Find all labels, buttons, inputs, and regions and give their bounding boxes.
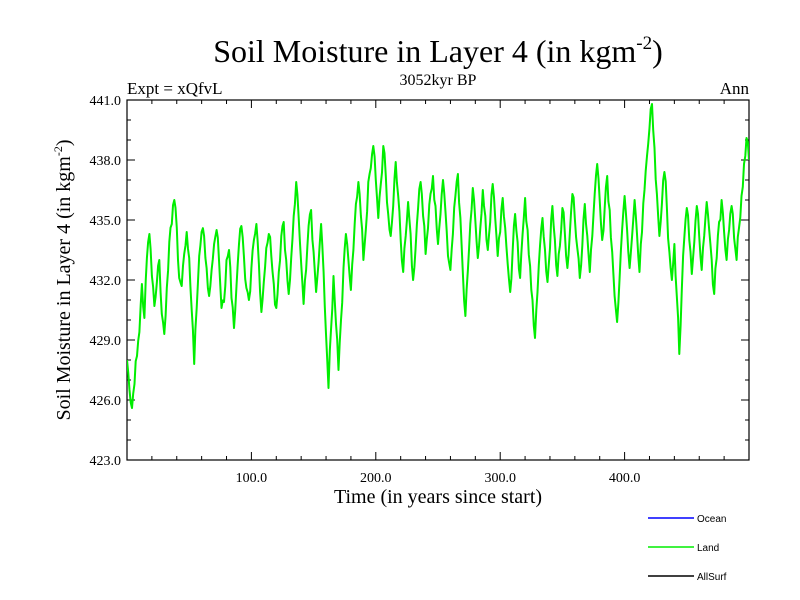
y-axis-label-close: ): [53, 139, 75, 146]
y-tick-label: 438.0: [90, 154, 122, 169]
y-tick-label: 426.0: [90, 394, 122, 409]
x-tick-label: 300.0: [484, 471, 516, 486]
legend: Ocean Land AllSurf: [648, 514, 727, 583]
x-tick-label: 200.0: [360, 471, 392, 486]
chart-title-main: Soil Moisture in Layer 4 (in kgm: [213, 33, 636, 69]
x-axis-label: Time (in years since start): [334, 486, 542, 508]
axis-ticks: 100.0 200.0 300.0 400.0 423.0 426.0 429.0 432.0…: [90, 94, 749, 486]
y-tick-label: 423.0: [90, 454, 122, 469]
chart-title: Soil Moisture in Layer 4 (in kgm-2): [213, 33, 663, 69]
legend-label-land: Land: [697, 543, 719, 554]
y-axis-label-main: Soil Moisture in Layer 4 (in kgm: [53, 156, 75, 421]
subtitle-left: Expt = xQfvL: [127, 79, 223, 98]
y-tick-label: 429.0: [90, 334, 122, 349]
legend-label-ocean: Ocean: [697, 514, 726, 525]
series-line-land: [127, 103, 749, 409]
y-tick-label: 435.0: [90, 214, 122, 229]
x-tick-label: 400.0: [609, 471, 641, 486]
y-axis-label-superscript: -2: [51, 146, 65, 156]
subtitle-right: Ann: [720, 79, 750, 98]
y-axis-label: Soil Moisture in Layer 4 (in kgm-2): [51, 139, 75, 420]
chart-title-superscript: -2: [636, 33, 652, 54]
y-tick-label: 432.0: [90, 274, 122, 289]
subtitle-center: 3052kyr BP: [400, 72, 477, 89]
y-tick-label: 441.0: [90, 94, 122, 109]
chart-title-close: ): [652, 33, 663, 69]
x-tick-label: 100.0: [236, 471, 268, 486]
legend-label-allsurf: AllSurf: [697, 572, 727, 583]
